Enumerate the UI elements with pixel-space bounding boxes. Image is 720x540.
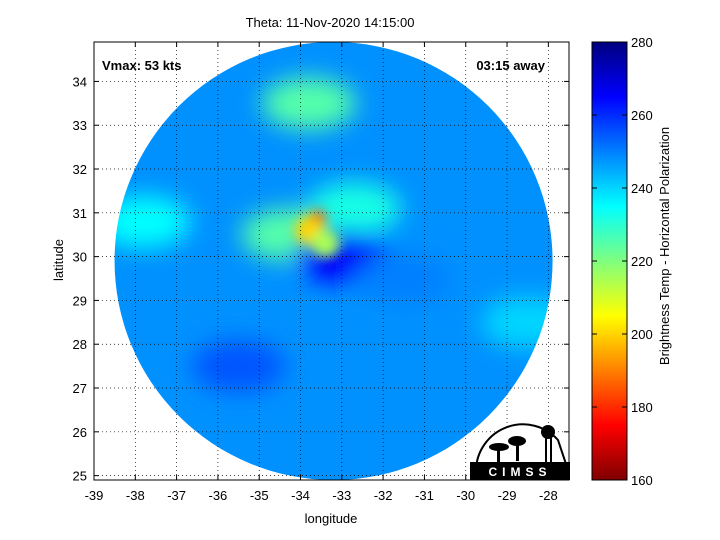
colorbar-tick-label: 180 <box>631 400 653 415</box>
x-tick-label: -34 <box>291 488 310 503</box>
x-tick-label: -33 <box>332 488 351 503</box>
plot-frame <box>93 41 570 481</box>
colorbar-tick-label: 240 <box>631 181 653 196</box>
temp-feature-2 <box>311 229 340 258</box>
y-tick-label: 30 <box>73 250 87 265</box>
y-axis: 25 26 27 28 29 30 31 32 33 34 <box>73 74 569 484</box>
colorbar-tick-label: 160 <box>631 473 653 488</box>
time-away-annotation: 03:15 away <box>476 58 545 73</box>
x-tick-label: -36 <box>209 488 228 503</box>
colorbar-ticks: 160 180 200 220 240 260 280 <box>592 35 653 488</box>
x-tick-label: -29 <box>498 488 517 503</box>
x-tick-label: -37 <box>167 488 186 503</box>
x-axis-label: longitude <box>305 511 358 526</box>
y-tick-label: 34 <box>73 74 87 89</box>
x-tick-label: -28 <box>539 488 558 503</box>
colorbar <box>591 41 628 481</box>
colorbar-tick-label: 260 <box>631 108 653 123</box>
y-tick-label: 29 <box>73 293 87 308</box>
colorbar-tick-label: 220 <box>631 254 653 269</box>
temp-feature-4 <box>307 182 402 235</box>
y-tick-label: 25 <box>73 469 87 484</box>
x-tick-label: -38 <box>126 488 145 503</box>
y-tick-label: 32 <box>73 162 87 177</box>
x-tick-label: -30 <box>456 488 475 503</box>
temp-feature-6 <box>114 195 191 248</box>
x-tick-label: -32 <box>374 488 393 503</box>
y-tick-label: 33 <box>73 118 87 133</box>
colorbar-label: Brightness Temp - Horizontal Polarizatio… <box>657 127 672 365</box>
temp-feature-10 <box>480 296 553 349</box>
vmax-annotation: Vmax: 53 kts <box>102 58 182 73</box>
y-tick-label: 28 <box>73 337 87 352</box>
colorbar-tick-label: 280 <box>631 35 653 50</box>
y-tick-label: 31 <box>73 206 87 221</box>
y-tick-label: 27 <box>73 381 87 396</box>
temp-feature-9 <box>191 340 286 393</box>
svg-text:CIMSS: CIMSS <box>488 465 551 479</box>
x-axis: -39 -38 -37 -36 -35 -34 -33 -32 -31 -30 -29 -28 <box>85 42 558 503</box>
temp-feature-7 <box>261 77 356 130</box>
cimss-logo: CIMSS <box>470 423 570 480</box>
colorbar-tick-label: 200 <box>631 327 653 342</box>
x-tick-label: -39 <box>85 488 104 503</box>
y-tick-label: 26 <box>73 425 87 440</box>
y-axis-label: latitude <box>51 239 66 281</box>
x-tick-label: -35 <box>250 488 269 503</box>
x-tick-label: -31 <box>415 488 434 503</box>
chart-title: Theta: 11-Nov-2020 14:15:00 <box>246 15 415 30</box>
temp-feature-8 <box>356 252 451 305</box>
